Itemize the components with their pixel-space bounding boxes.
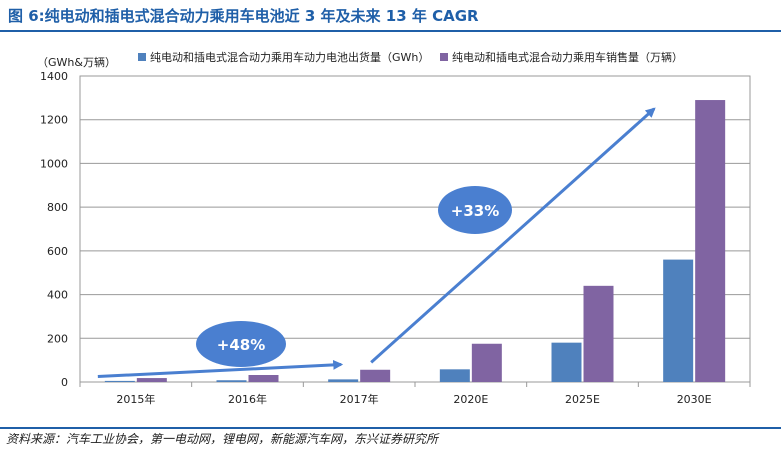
growth-arrow-2015-2017 — [97, 359, 344, 379]
bar-sales-units — [360, 369, 391, 382]
cagr-label-2015-2017: +48% — [217, 336, 265, 354]
y-tick-label: 0 — [61, 376, 68, 389]
x-tick-label: 2025E — [565, 393, 600, 406]
plot-frame — [79, 75, 751, 383]
bar-sales-units — [583, 285, 614, 382]
y-tick-label: 1000 — [40, 157, 68, 170]
bar-sales-units — [136, 378, 167, 382]
bar-battery-gwh — [328, 379, 359, 382]
y-axis-label: （GWh&万辆） — [37, 55, 116, 69]
bar-battery-gwh — [216, 380, 247, 382]
x-tick-label: 2015年 — [116, 392, 155, 406]
source-rule — [0, 427, 781, 429]
cagr-bubble-2015-2017 — [196, 321, 286, 367]
bar-battery-gwh — [439, 369, 470, 382]
legend-swatch — [138, 53, 146, 61]
source-note: 资料来源：汽车工业协会，第一电动网，锂电网，新能源汽车网，东兴证券研究所 — [6, 432, 439, 446]
legend-label: 纯电动和插电式混合动力乘用车销售量（万辆） — [452, 50, 683, 64]
figure-title: 图 6:纯电动和插电式混合动力乘用车电池近 3 年及未来 13 年 CAGR — [8, 7, 479, 25]
y-tick-label: 400 — [47, 289, 68, 302]
bar-battery-gwh — [663, 259, 694, 382]
bar-battery-gwh — [104, 380, 135, 382]
cagr-label-2017-2030: +33% — [451, 202, 499, 220]
y-tick-label: 600 — [47, 245, 68, 258]
x-tick-label: 2017年 — [340, 392, 379, 406]
y-tick-label: 800 — [47, 201, 68, 214]
legend-swatch — [440, 53, 448, 61]
y-tick-label: 200 — [47, 332, 68, 345]
y-tick-label: 1200 — [40, 114, 68, 127]
title-rule — [0, 30, 781, 32]
bar-sales-units — [471, 343, 502, 382]
bar-sales-units — [695, 100, 726, 383]
cagr-bubble-2017-2030 — [438, 186, 512, 234]
y-tick-label: 1400 — [40, 70, 68, 83]
bar-battery-gwh — [551, 342, 582, 382]
x-tick-label: 2020E — [453, 393, 488, 406]
bar-sales-units — [248, 375, 279, 382]
x-tick-label: 2030E — [677, 393, 712, 406]
growth-arrow-2017-2030 — [370, 107, 656, 364]
x-tick-label: 2016年 — [228, 392, 267, 406]
legend-label: 纯电动和插电式混合动力乘用车动力电池出货量（GWh） — [150, 50, 429, 64]
